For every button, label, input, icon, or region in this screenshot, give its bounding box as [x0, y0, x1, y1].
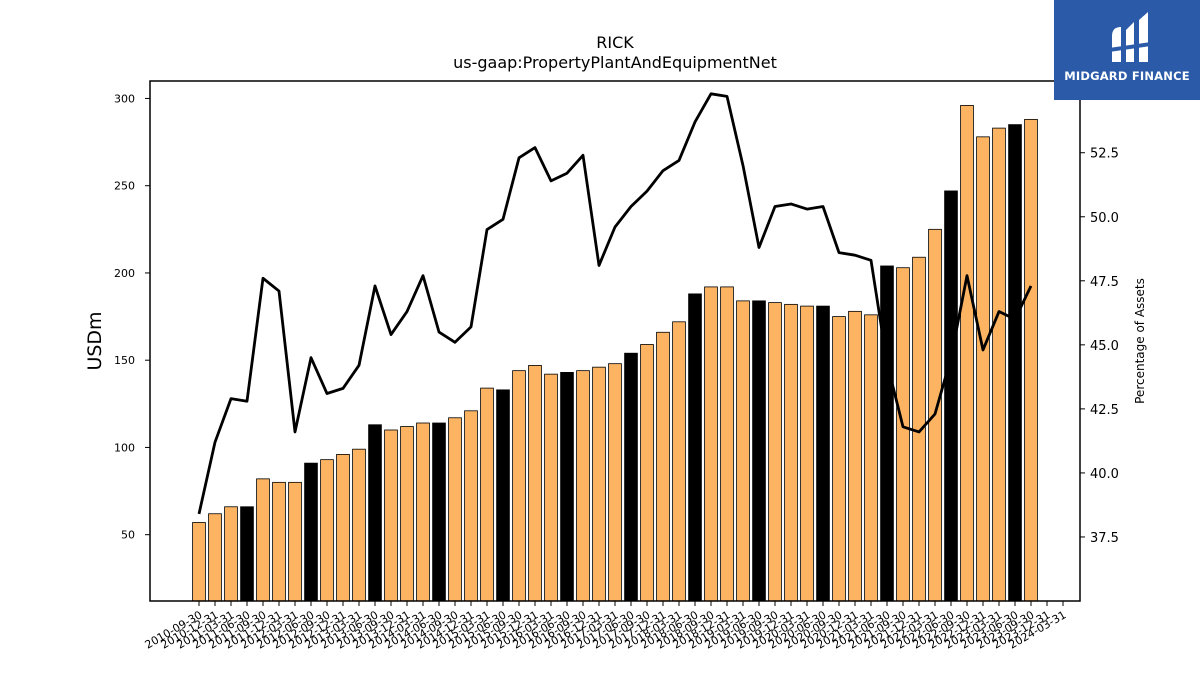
bar: [576, 370, 590, 602]
bar-group: [192, 105, 1038, 602]
bar: [192, 522, 206, 602]
logo-mark-icon: [1109, 12, 1151, 62]
bar: [496, 389, 510, 602]
bar: [1008, 124, 1022, 602]
bar: [688, 293, 702, 602]
bar: [528, 365, 542, 602]
bar: [320, 459, 334, 602]
y-tick-label: 150: [114, 354, 135, 367]
bar: [752, 300, 766, 602]
bar: [608, 363, 622, 602]
chart-title: RICK: [596, 33, 634, 52]
bar: [464, 410, 478, 602]
bar: [832, 316, 846, 602]
y-tick-label: 250: [114, 180, 135, 193]
y2-tick-label: 42.5: [1090, 403, 1119, 418]
bar: [272, 481, 286, 602]
bar: [432, 422, 446, 602]
bar: [224, 506, 238, 602]
percentage-line: [197, 92, 1033, 515]
bar: [640, 344, 654, 602]
bar: [768, 302, 782, 602]
bar: [400, 426, 414, 602]
y2-tick-label: 40.0: [1090, 467, 1119, 482]
y2-axis-label: Percentage of Assets: [1133, 278, 1147, 404]
bar: [944, 190, 958, 602]
bar: [560, 372, 574, 602]
bar: [800, 305, 814, 602]
bar: [624, 352, 638, 602]
bar: [992, 127, 1006, 602]
bar: [544, 373, 558, 602]
bar: [880, 265, 894, 602]
bar: [976, 136, 990, 602]
midgard-finance-logo: MIDGARD FINANCE: [1054, 0, 1200, 100]
y-tick-label: 300: [114, 92, 135, 105]
bar: [864, 314, 878, 602]
bar: [288, 481, 302, 602]
bar: [784, 303, 798, 602]
bar: [208, 513, 222, 602]
bar: [672, 321, 686, 602]
y2-tick-label: 50.0: [1090, 211, 1119, 226]
bar: [736, 300, 750, 602]
bar: [848, 310, 862, 602]
y-tick-label: 200: [114, 267, 135, 280]
bar: [896, 267, 910, 602]
bar: [1024, 118, 1038, 602]
y2-tick-label: 47.5: [1090, 275, 1119, 290]
bar: [480, 387, 494, 602]
y2-tick-label: 45.0: [1090, 339, 1119, 354]
bar: [512, 370, 526, 602]
y-tick-label: 100: [114, 441, 135, 454]
bar: [416, 422, 430, 602]
chart-subtitle: us-gaap:PropertyPlantAndEquipmentNet: [453, 53, 777, 72]
bar: [448, 417, 462, 602]
bar: [816, 305, 830, 602]
y-axis-right: 37.5 40.0 42.5 45.0 47.5 50.0 52.5: [1080, 147, 1119, 546]
y-axis-label: USDm: [84, 311, 106, 370]
y-tick-label: 50: [121, 529, 135, 542]
bar: [592, 366, 606, 602]
bar: [352, 448, 366, 602]
bar: [384, 429, 398, 602]
bar: [704, 286, 718, 602]
bar: [368, 424, 382, 602]
x-axis: 2010-09-302010-12-312011-03-312011-06-30…: [143, 601, 1069, 652]
y-axis-left: 50 100 150 200 250 300: [114, 92, 150, 542]
line-group: [197, 92, 1033, 515]
y2-tick-label: 52.5: [1090, 147, 1119, 162]
bar: [336, 454, 350, 602]
logo-text: MIDGARD FINANCE: [1064, 69, 1190, 83]
bar: [240, 506, 254, 602]
bar: [720, 286, 734, 602]
bar: [656, 331, 670, 602]
bar: [960, 105, 974, 602]
y2-tick-label: 37.5: [1090, 531, 1119, 546]
bar: [256, 478, 270, 602]
bar: [304, 462, 318, 602]
